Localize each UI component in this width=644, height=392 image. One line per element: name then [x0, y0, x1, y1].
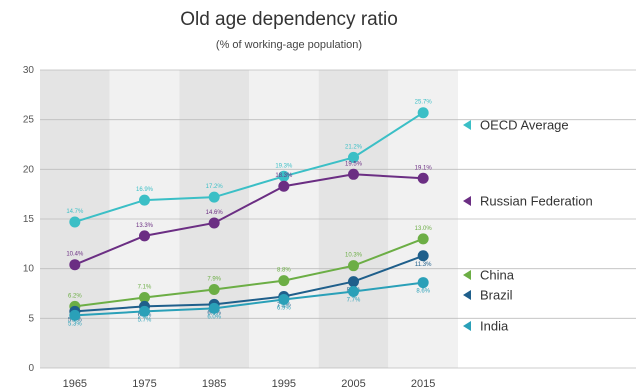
data-label: 14.7% [66, 209, 84, 215]
y-tick-label: 15 [23, 214, 35, 225]
legend-label: Russian Federation [480, 194, 593, 209]
data-label: 17.2% [206, 184, 224, 190]
data-label: 13.3% [136, 223, 154, 229]
y-axis-ticks: 0 5 10 15 20 25 30 [23, 65, 35, 374]
data-point [278, 170, 290, 182]
data-label: 5.3% [68, 321, 82, 327]
data-point [208, 191, 220, 203]
data-point [348, 151, 359, 163]
data-point [69, 309, 81, 321]
data-label: 6.2% [68, 293, 82, 299]
data-label: 16.9% [136, 187, 154, 193]
legend: OECD Average Russian Federation China Brazi… [463, 118, 593, 334]
y-tick-label: 20 [23, 164, 35, 175]
data-label: 7.9% [207, 277, 221, 283]
x-tick-label: 1965 [63, 378, 87, 390]
y-tick-label: 10 [23, 264, 35, 275]
data-label: 19.5% [345, 161, 363, 167]
x-tick-label: 1995 [272, 378, 296, 390]
data-label: 25.7% [415, 100, 433, 106]
data-point [348, 286, 359, 298]
series-line-brazil [74, 254, 424, 313]
chart-title: Old age dependency ratio [180, 9, 398, 30]
legend-label: OECD Average [480, 118, 569, 133]
data-label: 10.3% [345, 253, 363, 259]
data-point [348, 260, 359, 272]
data-label: 7.7% [347, 298, 361, 304]
legend-marker-icon [463, 270, 471, 280]
data-label: 13.0% [415, 226, 433, 232]
gridlines [40, 69, 636, 369]
data-point [139, 305, 150, 317]
series-layer: 14.7% 16.9% 17.2% 19.3% 21.2% 25.7% 10.4% 13.3%… [66, 100, 432, 328]
data-label: 6.0% [207, 314, 221, 320]
legend-marker-icon [463, 290, 471, 300]
y-tick-label: 5 [28, 313, 34, 324]
series-oecd-average: 14.7% 16.9% 17.2% 19.3% 21.2% 25.7% [66, 100, 432, 228]
data-point [348, 168, 359, 180]
y-tick-label: 25 [23, 115, 35, 126]
x-tick-label: 1985 [202, 378, 226, 390]
legend-marker-icon [463, 196, 471, 206]
data-point [139, 230, 150, 242]
data-point [139, 291, 150, 303]
series-line-russian-federation [74, 173, 424, 266]
data-label: 8.8% [277, 268, 291, 274]
data-point [348, 276, 359, 288]
y-tick-label: 30 [23, 65, 35, 76]
data-point [417, 107, 429, 119]
legend-marker-icon [463, 120, 471, 130]
data-point [69, 259, 81, 271]
series-china: 6.2% 7.1% 7.9% 8.8% 10.3% 13.0% [68, 226, 432, 312]
data-label: 5.7% [138, 317, 152, 323]
data-point [278, 275, 290, 287]
data-point [69, 216, 81, 228]
y-tick-label: 0 [28, 363, 34, 374]
data-point [417, 250, 429, 262]
x-tick-label: 2015 [411, 378, 435, 390]
x-tick-label: 1975 [132, 378, 156, 390]
x-axis-ticks: 1965 1975 1985 1995 2005 2015 [63, 378, 436, 390]
data-point [208, 217, 220, 229]
data-point [278, 180, 290, 192]
data-label: 19.1% [415, 165, 433, 171]
data-label: 18.3% [275, 173, 293, 179]
data-label: 7.2% [277, 302, 291, 308]
series-line-oecd-average [74, 111, 424, 223]
data-label: 11.3% [415, 262, 432, 268]
legend-label: Brazil [480, 288, 513, 303]
data-point [139, 194, 150, 206]
data-point [278, 293, 290, 305]
series-line-india [74, 281, 424, 317]
data-label: 19.3% [275, 163, 293, 169]
legend-marker-icon [463, 321, 471, 331]
data-point [208, 302, 220, 314]
data-label: 8.6% [416, 289, 430, 295]
chart-subtitle: (% of working-age population) [216, 39, 362, 51]
data-point [417, 277, 429, 289]
series-india: 5.3% 5.7% 6.0% 6.9% 7.7% 8.6% [68, 277, 431, 327]
data-point [208, 284, 220, 296]
data-label: 10.4% [66, 252, 84, 258]
data-point [417, 233, 429, 245]
data-label: 21.2% [345, 144, 363, 150]
legend-label: China [480, 268, 515, 283]
data-label: 6.9% [277, 305, 291, 311]
data-point [417, 172, 429, 184]
legend-label: India [480, 319, 509, 334]
data-label: 14.6% [206, 210, 224, 216]
data-label: 7.1% [138, 284, 152, 290]
series-russian-federation: 10.4% 13.3% 14.6% 18.3% 19.5% 19.1% [66, 161, 433, 271]
x-tick-label: 2005 [341, 378, 365, 390]
series-line-china [74, 237, 424, 308]
